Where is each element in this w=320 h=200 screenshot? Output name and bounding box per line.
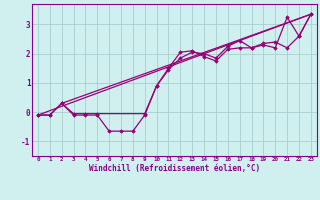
- X-axis label: Windchill (Refroidissement éolien,°C): Windchill (Refroidissement éolien,°C): [89, 164, 260, 173]
